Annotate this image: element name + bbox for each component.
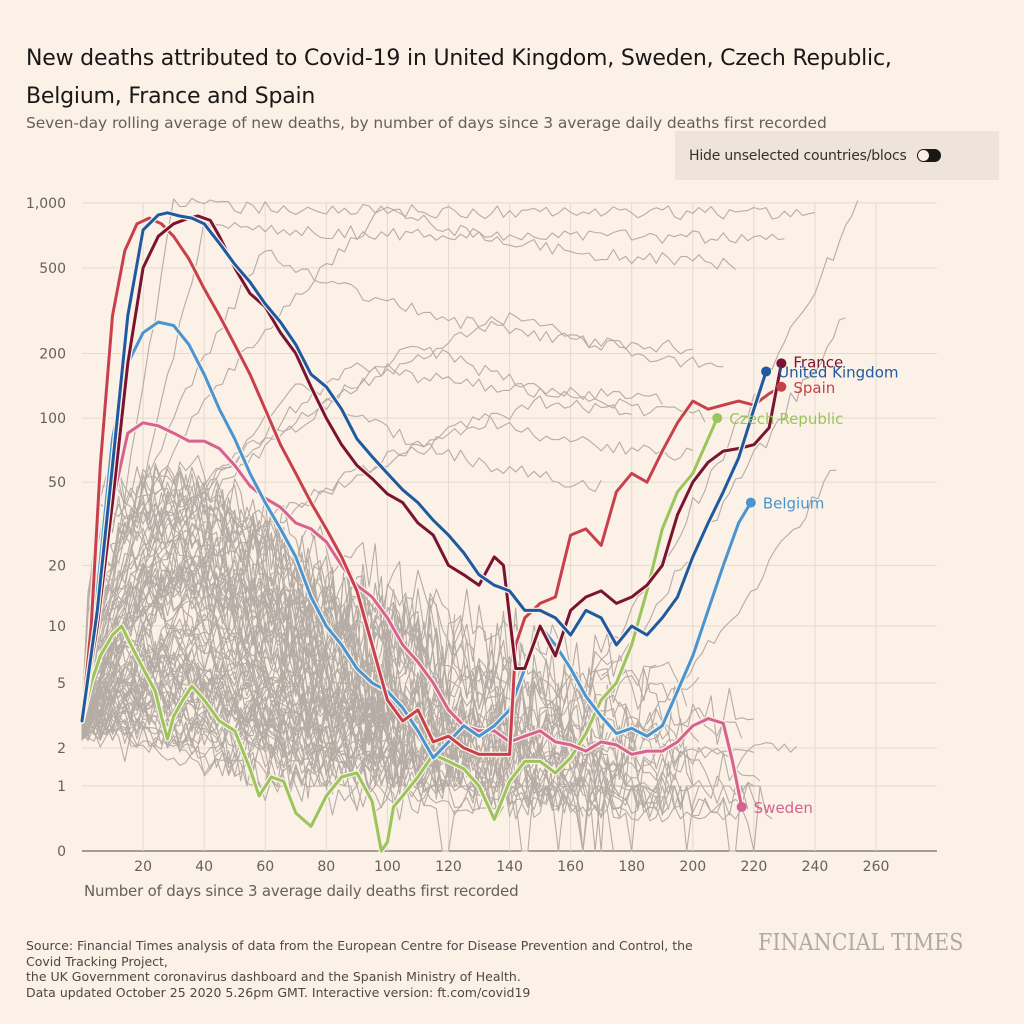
background-country-line	[81, 345, 706, 718]
x-tick-label: 120	[435, 859, 462, 875]
x-tick-label: 20	[134, 859, 152, 875]
background-country-line	[81, 197, 816, 721]
sweden-line	[80, 421, 744, 809]
hide-unselected-toggle-panel[interactable]: Hide unselected countries/blocs	[675, 131, 999, 180]
y-tick-label: 500	[39, 261, 66, 277]
background-country-line	[81, 413, 693, 718]
y-tick-label: 2	[57, 741, 66, 757]
france-label: France	[793, 353, 843, 371]
background-country-line	[81, 220, 785, 726]
background-country-line	[81, 467, 456, 717]
line-chart: 0 1 2 5 10 20 50 100 200 500 1,000 20 40 60 80 100 120 1…	[26, 196, 937, 875]
x-tick-label: 260	[863, 859, 890, 875]
y-tick-label: 1	[57, 779, 66, 795]
y-tick-label: 0	[57, 844, 66, 860]
background-country-line	[81, 502, 346, 715]
y-tick-label: 100	[39, 411, 66, 427]
belgium-end-marker	[745, 497, 756, 508]
czech-republic-end-marker	[712, 413, 723, 424]
background-country-line	[81, 206, 736, 719]
source-line: Data updated October 25 2020 5.26pm GMT.…	[26, 984, 531, 1000]
spain-end-marker	[776, 381, 787, 392]
background-country-line	[81, 563, 309, 721]
france-line	[80, 214, 783, 723]
united-kingdom-end-marker	[761, 366, 772, 377]
belgium-line	[80, 320, 753, 760]
x-tick-label: 220	[741, 859, 768, 875]
background-country-line	[81, 600, 749, 852]
x-tick-label: 80	[317, 859, 335, 875]
hide-unselected-label: Hide unselected countries/blocs	[689, 147, 907, 164]
france-end-marker	[776, 358, 787, 369]
background-country-line	[81, 395, 632, 723]
source-note: Source: Financial Times analysis of data…	[26, 938, 746, 1000]
hide-unselected-toggle[interactable]	[916, 149, 941, 162]
highlighted-country-lines	[79, 210, 785, 854]
x-tick-label: 200	[679, 859, 706, 875]
source-line: Covid Tracking Project,	[26, 953, 168, 969]
background-country-lines	[81, 197, 859, 852]
united-kingdom-line	[80, 211, 768, 723]
y-tick-label: 200	[39, 347, 66, 363]
x-tick-label: 180	[618, 859, 645, 875]
background-country-line	[81, 628, 297, 755]
background-country-line	[81, 709, 266, 774]
background-country-line	[81, 249, 693, 721]
chart-subtitle: Seven-day rolling average of new deaths,…	[26, 114, 827, 132]
y-tick-label: 20	[48, 558, 66, 574]
x-tick-label: 40	[195, 859, 213, 875]
x-axis-label: Number of days since 3 average daily dea…	[84, 882, 519, 900]
background-country-line	[539, 200, 859, 753]
y-tick-label: 50	[48, 475, 66, 491]
background-country-line	[81, 529, 333, 709]
source-line: Source: Financial Times analysis of data…	[26, 938, 693, 953]
sweden-end-marker	[736, 801, 747, 812]
x-tick-label: 160	[557, 859, 584, 875]
sweden-label: Sweden	[754, 799, 813, 817]
financial-times-logo: FINANCIAL TIMES	[758, 930, 964, 956]
background-country-line	[81, 669, 578, 795]
y-tick-label: 5	[57, 676, 66, 692]
united-kingdom-label: United Kingdom	[778, 363, 898, 381]
background-country-line	[81, 710, 370, 749]
background-country-line	[81, 715, 504, 852]
background-country-line	[81, 681, 364, 735]
x-tick-label: 100	[374, 859, 401, 875]
background-country-line	[81, 312, 724, 720]
spain-line	[80, 216, 783, 756]
belgium-label: Belgium	[763, 495, 825, 513]
highlighted-country-labels: Czech Republic Sweden Belgium Spain FranceUn…	[712, 353, 899, 817]
background-country-line	[81, 454, 309, 729]
spain-label: Spain	[793, 379, 835, 397]
x-axis-ticks: 20 40 60 80 100 120 140 160 180 200 220 240 260	[134, 859, 889, 875]
y-tick-label: 1,000	[26, 196, 66, 212]
x-tick-label: 240	[802, 859, 829, 875]
chart-title: New deaths attributed to Covid-19 in Uni…	[26, 46, 892, 109]
czech-republic-label: Czech Republic	[729, 410, 843, 428]
y-axis-ticks: 0 1 2 5 10 20 50 100 200 500 1,000	[26, 196, 66, 860]
background-country-line	[81, 710, 333, 796]
background-country-line	[81, 538, 657, 794]
background-country-line	[81, 713, 755, 773]
background-country-line	[81, 683, 773, 852]
toggle-knob-icon	[917, 150, 929, 161]
background-country-line	[81, 663, 285, 730]
y-tick-label: 10	[48, 619, 66, 635]
background-country-line	[81, 681, 754, 852]
x-tick-label: 140	[496, 859, 523, 875]
x-tick-label: 60	[256, 859, 274, 875]
source-line: the UK Government coronavirus dashboard …	[26, 969, 521, 984]
